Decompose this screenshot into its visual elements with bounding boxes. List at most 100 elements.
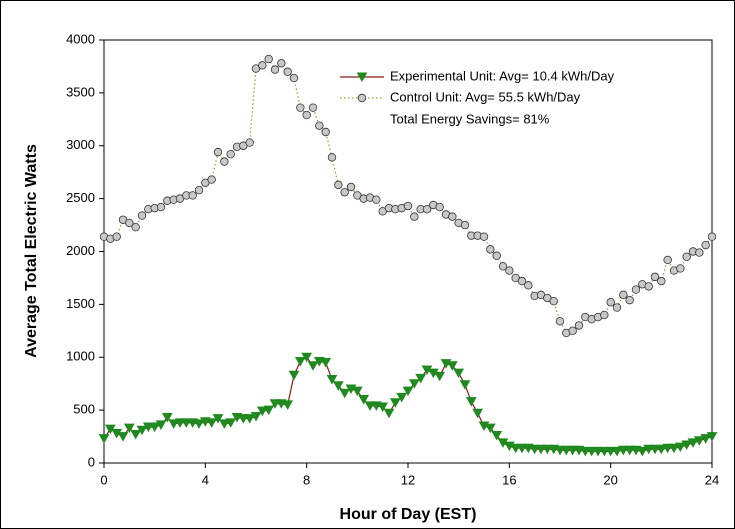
x-tick-label: 16 [502,472,516,487]
y-tick-label: 4000 [66,31,95,46]
data-point [435,202,444,212]
data-point [226,150,235,159]
data-point [193,419,205,429]
data-point [574,321,584,330]
data-point [541,444,553,455]
x-tick-label: 8 [303,472,310,487]
data-point [472,408,484,419]
data-point [396,392,408,403]
data-point [693,436,705,446]
data-point [687,438,699,448]
data-point [402,386,414,397]
data-point [682,252,691,261]
data-point [549,297,558,306]
legend-marker [357,93,367,103]
data-point [403,201,413,211]
data-point [586,446,598,457]
y-tick-label: 3500 [66,84,95,99]
data-point [592,446,604,457]
data-point [568,326,577,336]
data-point [288,370,300,381]
data-point [137,211,147,220]
data-point [700,434,712,444]
data-point [612,303,622,312]
data-point [289,73,299,83]
data-point [695,248,704,257]
data-point [555,317,565,326]
data-point [339,388,351,399]
data-point [245,138,254,147]
data-point [644,282,653,291]
data-point [657,276,666,286]
data-point [308,103,318,112]
data-point [149,422,161,433]
y-tick-label: 2000 [66,243,95,258]
data-point [250,411,262,422]
data-point [524,281,533,290]
data-point [389,398,401,408]
data-point [625,295,634,305]
data-point [346,182,356,192]
data-point [517,276,527,286]
x-axis-label: Hour of Day (EST) [340,506,477,523]
data-point [302,110,311,120]
data-point [567,445,579,456]
data-point [598,446,610,457]
data-point [168,419,180,429]
data-point [117,432,129,442]
data-point [156,202,166,212]
data-point [372,195,381,204]
x-tick-label: 4 [202,472,209,487]
data-point [155,420,167,430]
data-point [516,443,528,454]
data-point [194,185,204,195]
y-tick-label: 500 [73,402,95,417]
data-point [358,395,370,405]
data-point [237,414,249,424]
data-point [258,61,267,70]
data-point [207,175,216,184]
data-point [505,266,514,275]
data-point [123,423,135,434]
data-point [283,67,292,76]
data-point [535,444,547,455]
data-point [706,432,718,442]
data-point [605,446,617,457]
data-point [98,434,110,444]
data-point [707,232,717,241]
data-point [617,445,629,456]
data-point [498,262,508,271]
data-point [415,373,427,384]
data-point [624,445,636,456]
data-point [674,442,686,453]
data-point [460,220,470,230]
data-point [600,310,609,320]
data-point [681,440,693,451]
legend-marker [356,72,368,83]
data-point [213,147,223,157]
data-point [655,444,667,455]
data-point [479,232,489,241]
legend-label: Experimental Unit: Avg= 10.4 kWh/Day [390,68,615,83]
data-point [643,444,655,455]
data-point [529,444,541,455]
data-point [218,419,230,429]
data-point [434,371,446,382]
data-point [579,446,591,457]
data-point [560,445,572,456]
data-point [649,444,661,455]
data-point [351,386,363,397]
data-point [636,446,648,457]
data-point [410,212,419,221]
data-point [277,59,286,68]
data-point [136,425,148,436]
data-point [606,298,615,307]
y-tick-label: 1000 [66,349,95,364]
data-point [631,285,641,294]
data-point [130,429,142,440]
data-point [453,368,465,379]
data-point [301,352,313,363]
data-point [484,423,496,434]
y-tick-label: 2500 [66,190,95,205]
